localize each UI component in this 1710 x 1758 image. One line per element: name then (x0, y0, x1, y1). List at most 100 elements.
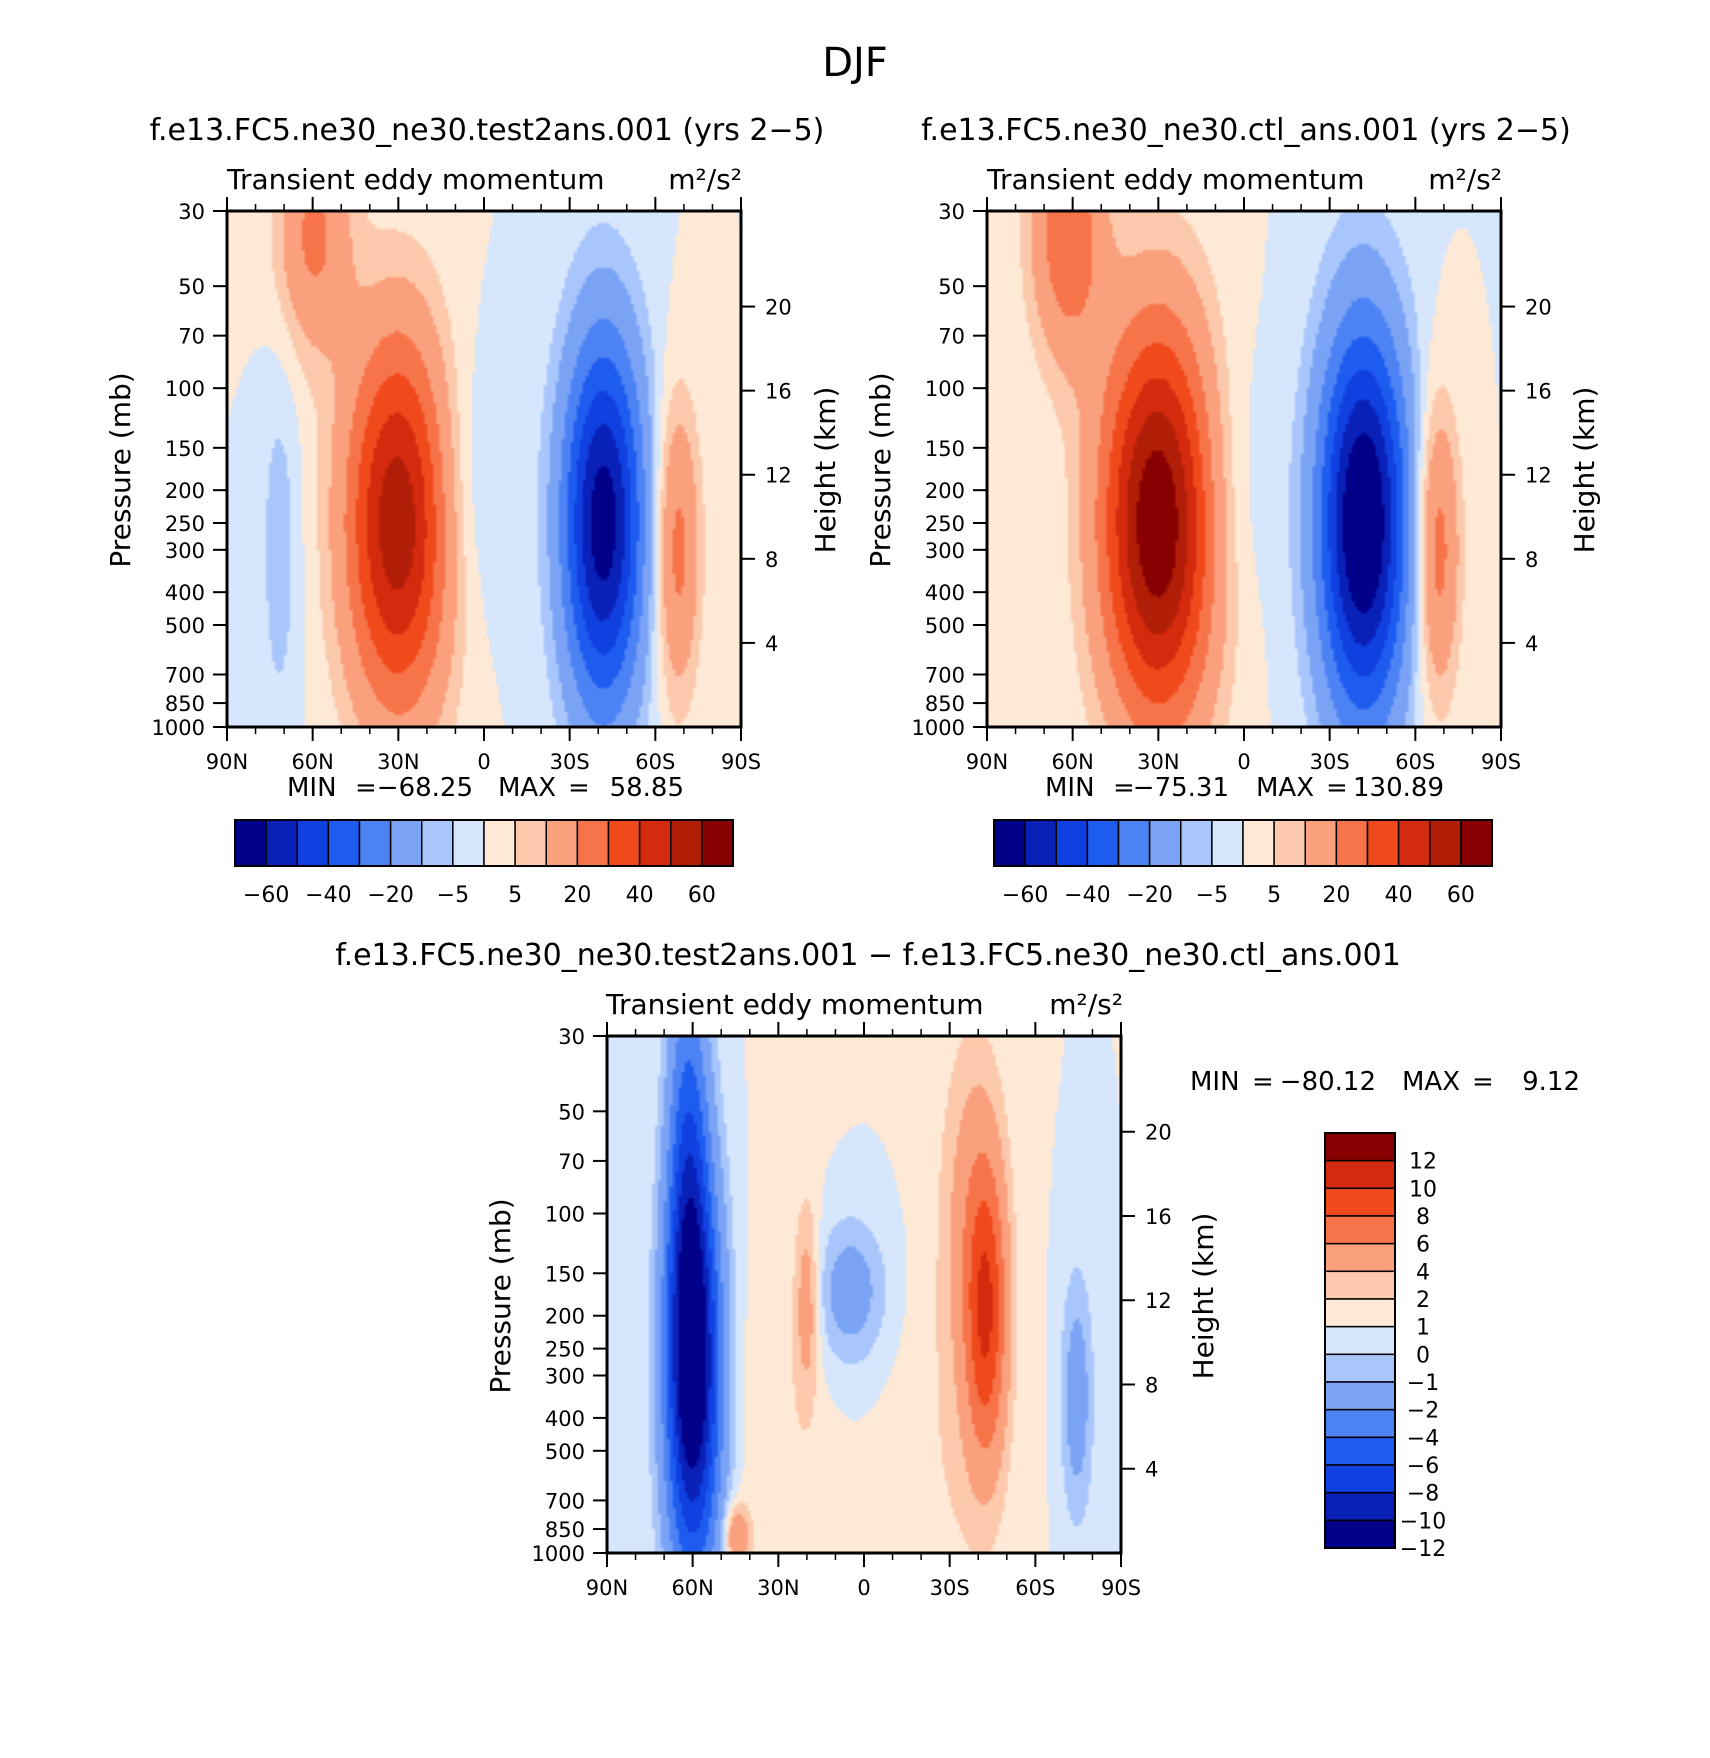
colorbar: −60 −40 −20 −5 5 20 40 60 (993, 819, 1493, 908)
stat-max-label: MAX (498, 773, 556, 803)
y-tick-label: 1000 (152, 716, 205, 740)
y2-axis-label: Height (km) (809, 387, 842, 554)
y2-axis-label: Height (km) (1187, 1213, 1220, 1380)
colorbar-label: 20 (563, 883, 591, 908)
page-title: DJF (822, 40, 888, 86)
y-axis-label: Pressure (mb) (864, 372, 897, 567)
colorbar-label: −1 (1407, 1371, 1439, 1396)
colorbar-swatch (234, 819, 267, 867)
colorbar-swatch (576, 819, 610, 867)
stat-eq: = (1113, 773, 1135, 803)
x-tick-label: 30N (377, 750, 419, 774)
colorbar-label: 60 (688, 883, 716, 908)
y-tick-label: 1000 (912, 716, 965, 740)
colorbar-label: −4 (1407, 1426, 1439, 1451)
contour-field (987, 211, 1501, 727)
y-tick-label: 700 (165, 664, 205, 688)
y2-tick-label: 4 (1525, 632, 1538, 656)
colorbar-swatch (1335, 819, 1369, 867)
x-tick-label: 60S (635, 750, 675, 774)
colorbar-swatch (358, 819, 392, 867)
y2-tick-label: 8 (765, 548, 778, 572)
panel-subtitle: f.e13.FC5.ne30_ne30.ctl_ans.001 (yrs 2−5… (921, 113, 1571, 148)
y-axis-label: Pressure (mb) (104, 372, 137, 567)
x-tick-label: 30S (550, 750, 590, 774)
colorbar-swatch (1460, 819, 1493, 867)
y-tick-label: 70 (938, 325, 965, 349)
y2-tick-label: 16 (1525, 380, 1552, 404)
y-axis-label: Pressure (mb) (484, 1198, 517, 1393)
x-tick-label: 90N (966, 750, 1008, 774)
y2-tick-label: 16 (1145, 1205, 1172, 1229)
colorbar-label: 5 (508, 883, 522, 908)
colorbar-swatch (670, 819, 703, 867)
x-tick-label: 60S (1015, 1576, 1055, 1600)
colorbar-label: −6 (1407, 1454, 1439, 1479)
y-tick-label: 300 (545, 1364, 585, 1388)
colorbar-label: −60 (1002, 883, 1048, 908)
colorbar-label: −60 (243, 883, 289, 908)
x-tick-label: 90N (206, 750, 248, 774)
colorbar-label: −20 (367, 883, 413, 908)
colorbar-label: 20 (1322, 883, 1350, 908)
colorbar-label: −8 (1407, 1482, 1439, 1507)
x-tick-label: 30S (930, 1576, 970, 1600)
y2-tick-label: 8 (1145, 1373, 1158, 1397)
stat-min-label: MIN (1190, 1067, 1240, 1097)
stat-min-value: −75.31 (1133, 773, 1229, 803)
colorbar-swatch (514, 819, 547, 867)
colorbar-swatch (1148, 819, 1182, 867)
panel-title: Transient eddy momentum (986, 163, 1365, 196)
x-tick-label: 90S (721, 750, 761, 774)
colorbar-swatch (1324, 1325, 1396, 1356)
colorbar-swatch (1324, 1408, 1396, 1439)
colorbar-swatch (1429, 819, 1462, 867)
y-tick-label: 200 (925, 479, 965, 503)
x-tick-label: 60S (1395, 750, 1435, 774)
colorbar-swatch (1324, 1270, 1396, 1300)
colorbar-swatch (1324, 1242, 1396, 1273)
colorbar-label: −12 (1400, 1537, 1446, 1562)
y2-tick-label: 4 (1145, 1458, 1158, 1482)
y-tick-label: 30 (178, 200, 205, 224)
colorbar-swatch (1180, 819, 1213, 867)
x-tick-label: 90S (1481, 750, 1521, 774)
y-tick-label: 50 (178, 275, 205, 299)
stat-eq: = (355, 773, 377, 803)
colorbar-label: −10 (1400, 1509, 1446, 1534)
colorbar-swatch (1324, 1353, 1396, 1383)
y2-tick-label: 20 (1525, 296, 1552, 320)
y-tick-label: 300 (165, 539, 205, 563)
x-tick-label: 60N (1051, 750, 1093, 774)
y-tick-label: 850 (165, 692, 205, 716)
y2-tick-label: 20 (1145, 1121, 1172, 1145)
stat-eq: = (1252, 1067, 1274, 1097)
colorbar-label: −5 (437, 883, 469, 908)
stat-min-value: −80.12 (1280, 1067, 1376, 1097)
colorbar-swatch (545, 819, 579, 867)
stat-eq: = (1326, 773, 1348, 803)
colorbar-swatch (1397, 819, 1431, 867)
colorbar-label: 6 (1416, 1233, 1430, 1258)
x-tick-label: 90S (1101, 1576, 1141, 1600)
colorbar-swatch (1304, 819, 1338, 867)
colorbar-swatch (607, 819, 641, 867)
y-tick-label: 850 (925, 692, 965, 716)
colorbar-label: 12 (1409, 1150, 1437, 1175)
y-tick-label: 50 (938, 275, 965, 299)
colorbar-frame (993, 819, 1493, 867)
colorbar-swatch (327, 819, 361, 867)
colorbar-swatch (638, 819, 672, 867)
colorbar-label: 8 (1416, 1205, 1430, 1230)
colorbar-swatch (1055, 819, 1089, 867)
colorbar-swatch (1211, 819, 1244, 867)
stat-min-label: MIN (287, 773, 337, 803)
x-tick-label: 60N (671, 1576, 713, 1600)
colorbar-swatch (1324, 1491, 1396, 1522)
stat-eq: = (1472, 1067, 1494, 1097)
x-tick-label: 0 (1237, 750, 1250, 774)
y2-tick-label: 8 (1525, 548, 1538, 572)
colorbar: −60 −40 −20 −5 5 20 40 60 (234, 819, 734, 908)
colorbar-label: −20 (1126, 883, 1172, 908)
